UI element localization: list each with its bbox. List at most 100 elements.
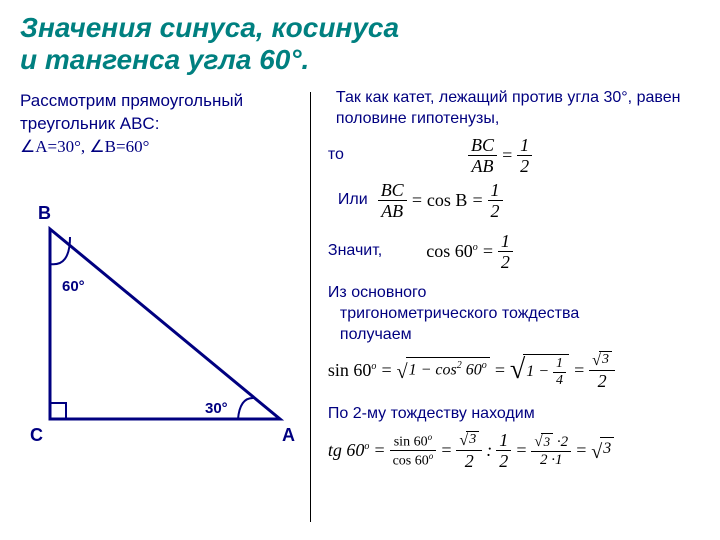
n2: 1 — [488, 181, 503, 201]
cosb: cos B — [427, 189, 468, 212]
vertex-a: A — [282, 425, 295, 445]
frac-half-4: 1 2 — [496, 431, 511, 470]
frac-bc-ab-2: BC AB — [378, 181, 407, 220]
right-column: Так как катет, лежащий против угла 30°, … — [314, 80, 720, 476]
eq2b: = — [471, 189, 483, 212]
r4l3: получаем — [328, 326, 412, 343]
sq1: 2 — [457, 360, 462, 371]
omc: 1 − cos — [409, 361, 457, 378]
r4l1: Из основного — [328, 284, 427, 301]
d1: 2 — [517, 156, 532, 175]
qn: 1 — [553, 357, 566, 373]
eq-row-2: Или BC AB = cos B = 1 2 — [328, 181, 710, 220]
r1-text: Так как катет, лежащий против угла 30°, … — [336, 89, 681, 127]
n3: 1 — [498, 232, 513, 252]
angle-60-label: 60° — [62, 278, 85, 295]
eq2a: = — [411, 189, 423, 212]
r5t: По 2-му тождеству находим — [328, 405, 535, 422]
num-bc: BC — [468, 136, 497, 156]
rt3c: 3 — [541, 433, 554, 448]
d4: 2 — [496, 451, 511, 470]
angle-30-label: 30° — [205, 400, 228, 417]
deg5: o — [428, 432, 433, 442]
label-so: Значит, — [328, 241, 382, 262]
eq5b: = — [440, 439, 452, 462]
td1: 2 ·1 — [531, 452, 571, 468]
intro-text: Рассмотрим прямоугольный треугольник ABC… — [20, 90, 314, 159]
r4l2: тригонометрического тождества — [328, 305, 579, 322]
eq-row-4: sin 60o = √ 1 − cos2 60o = √ 1 − 14 = √3… — [328, 351, 710, 390]
triangle-shape — [50, 229, 280, 419]
den-ab2: AB — [378, 201, 407, 220]
eq-row-5: tg 60o = sin 60o cos 60o = √3 2 : 1 2 = … — [328, 431, 710, 470]
statement-5: По 2-му тождеству находим — [328, 404, 710, 425]
eq4c: = — [573, 359, 585, 382]
deg3: o — [482, 360, 487, 371]
frac-final: √3 ·2 2 ·1 — [531, 433, 571, 468]
eq5d: = — [575, 439, 587, 462]
intro-l2: треугольник ABC: — [20, 114, 159, 133]
cos60t: cos 60 — [426, 241, 473, 261]
sin60-lhs: sin 60o — [328, 359, 377, 382]
colon: : — [486, 439, 492, 462]
sqrt-3-final: √3 — [591, 437, 614, 465]
sqrt-1: √ 1 − cos2 60o — [397, 357, 490, 385]
dot2: ·2 — [557, 434, 568, 450]
cos60t2: cos 60 — [393, 454, 429, 469]
d2: 2 — [488, 201, 503, 220]
sin60t2: sin 60 — [394, 434, 428, 449]
deg1: o — [473, 242, 478, 253]
two1: 2 — [589, 371, 615, 390]
left-column: Рассмотрим прямоугольный треугольник ABC… — [0, 80, 314, 476]
rt3b: 3 — [466, 431, 479, 447]
num-bc2: BC — [378, 181, 407, 201]
angle-60-arc — [50, 237, 70, 264]
frac-half-1: 1 2 — [517, 136, 532, 175]
content-area: Рассмотрим прямоугольный треугольник ABC… — [0, 80, 720, 476]
eq-row-3: Значит, cos 60o = 1 2 — [328, 232, 710, 271]
rt3a: 3 — [599, 351, 612, 367]
two2: 2 — [456, 451, 482, 470]
frac-half-2: 1 2 — [488, 181, 503, 220]
deg4: o — [364, 441, 369, 452]
label-to: то — [328, 145, 344, 166]
eq4a: = — [380, 359, 392, 382]
rt3d: 3 — [600, 437, 614, 460]
title-line1: Значения синуса, косинуса — [20, 12, 399, 43]
triangle-diagram: B C A 60° 30° — [20, 189, 300, 469]
angle-30-arc — [238, 398, 254, 419]
sx1: 60 — [466, 361, 482, 378]
frac-bc-ab: BC AB — [468, 136, 497, 175]
sqrt-2: √ 1 − 14 — [510, 354, 569, 388]
cos60-lhs: cos 60o — [426, 240, 478, 263]
n4: 1 — [496, 431, 511, 451]
eq-row-1: то BC AB = 1 2 — [328, 136, 710, 175]
deg2: o — [371, 361, 376, 372]
n1: 1 — [517, 136, 532, 156]
eq5a: = — [373, 439, 385, 462]
frac-rt3-2b: √3 2 — [456, 431, 482, 470]
deg6: o — [429, 451, 434, 461]
eq5c: = — [515, 439, 527, 462]
frac-sin-cos: sin 60o cos 60o — [390, 433, 437, 469]
tg60-lhs: tg 60o — [328, 439, 370, 462]
vertex-b: B — [38, 203, 51, 223]
vertex-c: C — [30, 425, 43, 445]
intro-l3: ∠A=30°, ∠B=60° — [20, 137, 149, 156]
statement-4: Из основного тригонометрического тождест… — [328, 283, 710, 345]
page-title: Значения синуса, косинуса и тангенса угл… — [0, 0, 720, 80]
tg60t: tg 60 — [328, 440, 365, 460]
label-or: Или — [338, 190, 368, 211]
eq3: = — [482, 240, 494, 263]
intro-l1: Рассмотрим прямоугольный — [20, 91, 243, 110]
eq4b: = — [494, 359, 506, 382]
eq1: = — [501, 144, 513, 167]
title-line2: и тангенса угла 60°. — [20, 44, 309, 75]
d3: 2 — [498, 252, 513, 271]
den-ab: AB — [468, 156, 497, 175]
statement-1: Так как катет, лежащий против угла 30°, … — [328, 88, 710, 130]
qd: 4 — [553, 373, 566, 388]
right-angle-mark — [50, 403, 66, 419]
frac-rt3-2: √3 2 — [589, 351, 615, 390]
sin60t: sin 60 — [328, 360, 372, 380]
